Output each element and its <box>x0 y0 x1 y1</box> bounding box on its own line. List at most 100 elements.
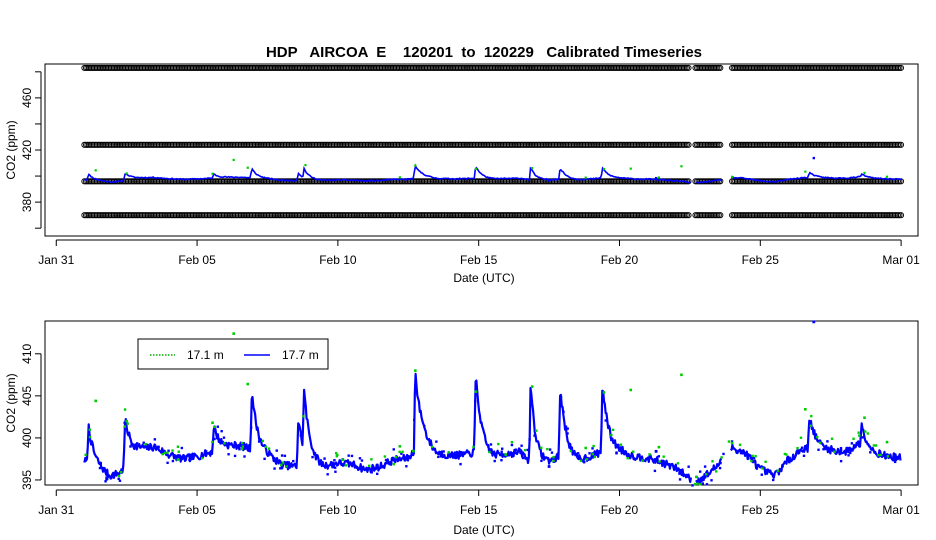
reference-circle <box>465 64 472 71</box>
series-17-7-m-point <box>399 458 403 462</box>
reference-circle <box>835 64 843 71</box>
reference-circle <box>642 212 649 219</box>
reference-circle <box>547 64 554 71</box>
series-17-7-m-point <box>105 478 108 481</box>
reference-circle <box>147 212 155 219</box>
reference-circle <box>439 212 446 219</box>
reference-circle <box>538 212 545 219</box>
reference-circle <box>865 178 872 185</box>
reference-circle <box>477 64 484 71</box>
reference-circle <box>578 141 585 148</box>
bottom-panel: Jan 31 Feb 05 Feb 10 Feb 15 Feb 20 Feb 25 Mar … <box>4 320 920 537</box>
reference-circle <box>657 141 664 148</box>
series-17-7-m-point <box>118 479 122 482</box>
reference-circle <box>163 64 170 71</box>
reference-circle <box>189 64 196 71</box>
reference-circle <box>835 178 843 185</box>
reference-circle <box>532 212 539 219</box>
reference-circle <box>454 141 461 148</box>
reference-circle <box>544 64 551 71</box>
reference-circle <box>372 141 379 148</box>
reference-circle <box>660 141 667 148</box>
reference-circle <box>157 212 164 219</box>
series-17-1-m-point <box>304 164 307 167</box>
series-17-1-m-point <box>750 459 753 463</box>
reference-circle <box>318 178 325 185</box>
reference-circle <box>717 64 724 71</box>
top-y-tick-label: 460 <box>20 88 34 108</box>
reference-circle <box>874 212 881 219</box>
reference-circle <box>357 141 364 148</box>
series-17-1-m-point <box>804 170 807 173</box>
series-17-7-m-point <box>660 461 663 464</box>
reference-circle <box>623 141 630 148</box>
reference-circle <box>84 212 91 219</box>
bottom-x-tick-label: Feb 10 <box>319 503 357 517</box>
reference-circle <box>151 212 158 219</box>
reference-circle <box>814 141 821 148</box>
reference-circle <box>378 212 385 219</box>
reference-circle <box>671 141 678 148</box>
reference-circle <box>620 141 627 148</box>
series-17-1-m-point <box>232 158 235 162</box>
top-x-tick-label: Feb 20 <box>601 253 639 267</box>
reference-circle <box>735 64 742 71</box>
reference-circle <box>226 141 234 148</box>
series-17-7-m-point <box>238 448 241 451</box>
series-17-7-m-point <box>473 400 477 403</box>
series-17-7-m-point <box>453 451 457 454</box>
reference-circle <box>849 64 856 71</box>
reference-circle <box>842 141 849 148</box>
reference-circle <box>590 141 598 148</box>
reference-circle <box>657 212 664 219</box>
reference-circle <box>471 141 478 148</box>
series-17-1-m-point <box>125 172 128 175</box>
reference-circle <box>487 64 494 71</box>
reference-circle <box>862 141 869 148</box>
reference-circle <box>623 64 630 71</box>
series-17-1-m-point <box>761 467 764 470</box>
top-x-axis-label: Date (UTC) <box>453 271 514 285</box>
series-17-1-m-point <box>799 436 803 439</box>
reference-circle <box>384 64 392 71</box>
reference-circle <box>226 64 234 71</box>
reference-circle <box>717 141 724 148</box>
bottom-y-tick-label: 405 <box>20 386 34 406</box>
reference-circle <box>511 64 519 71</box>
reference-circle <box>366 212 373 219</box>
reference-circle <box>856 64 863 71</box>
reference-circle <box>287 64 294 71</box>
reference-circle <box>103 141 110 148</box>
reference-circle <box>680 141 687 148</box>
reference-circle <box>363 212 370 219</box>
reference-circle <box>578 64 585 71</box>
reference-circle <box>414 212 421 219</box>
reference-circle <box>832 212 839 219</box>
reference-circle <box>312 141 319 148</box>
reference-circle <box>138 64 145 71</box>
reference-circle <box>462 64 469 71</box>
series-17-7-m-point <box>333 459 336 462</box>
reference-circle <box>93 64 100 71</box>
series-17-7-m-point <box>358 457 362 460</box>
reference-circle <box>315 212 322 219</box>
series-17-1-m-point <box>629 388 633 392</box>
reference-circle <box>556 141 563 148</box>
reference-circle <box>480 141 488 148</box>
reference-circle <box>384 212 392 219</box>
series-17-7-m-point <box>678 478 682 481</box>
reference-circle <box>635 212 642 219</box>
reference-circle <box>106 212 113 219</box>
reference-circle <box>144 141 151 148</box>
reference-circle <box>278 64 285 71</box>
reference-circle <box>268 212 275 219</box>
reference-circle <box>335 141 342 148</box>
reference-circle <box>795 141 802 148</box>
reference-circle <box>123 178 130 185</box>
reference-circle <box>714 141 721 148</box>
reference-circle <box>572 64 579 71</box>
reference-circle <box>852 141 860 148</box>
series-17-1-m-point <box>886 455 890 458</box>
series-17-7-m-point <box>718 466 722 470</box>
series-17-1-m-point <box>776 469 780 473</box>
